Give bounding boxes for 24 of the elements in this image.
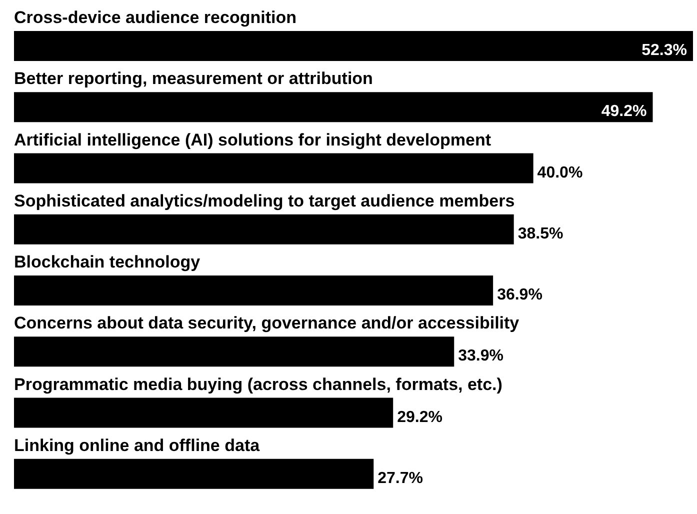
bar [14, 458, 374, 489]
y-tick-label: Sophisticated analytics/modeling to target audience members [14, 191, 515, 210]
data-label: 27.7% [378, 470, 423, 487]
bar [14, 276, 494, 306]
data-label: 38.5% [518, 225, 564, 242]
bar [14, 153, 534, 184]
bar [14, 336, 454, 367]
bar [14, 31, 693, 61]
data-label: 36.9% [497, 286, 542, 304]
data-label: 49.2% [601, 103, 647, 120]
data-label: 40.0% [537, 164, 583, 182]
data-label: 29.2% [397, 408, 442, 426]
y-tick-label: Concerns about data security, governance and/or accessibility [14, 314, 520, 333]
y-tick-label: Better reporting, measurement or attribution [14, 69, 373, 88]
bar [14, 92, 653, 122]
data-label: 52.3% [642, 42, 687, 59]
bar [14, 214, 514, 244]
y-tick-label: Linking online and offline data [14, 436, 260, 455]
bar [14, 398, 394, 428]
y-tick-label: Programmatic media buying (across channels, formats, etc.) [14, 374, 502, 394]
y-tick-label: Artificial intelligence (AI) solutions for insight development [14, 130, 492, 150]
y-tick-label: Cross-device audience recognition [14, 8, 296, 27]
y-tick-label: Blockchain technology [14, 252, 201, 272]
data-label: 33.9% [458, 348, 504, 365]
